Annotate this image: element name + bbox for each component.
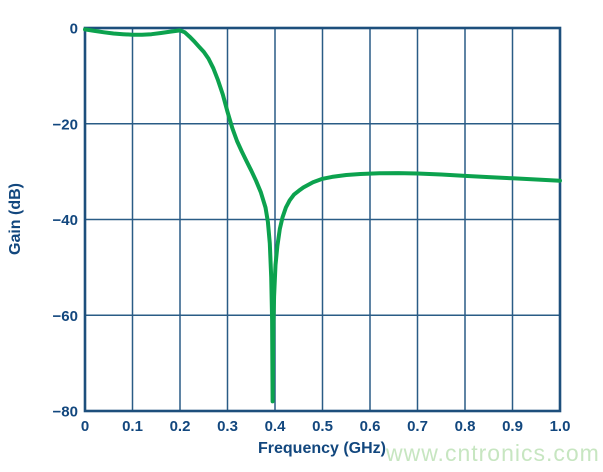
y-tick-label: −80 — [53, 404, 78, 421]
plot-border — [83, 26, 562, 413]
y-tick-label: 0 — [70, 21, 78, 38]
x-axis-title: Frequency (GHz) — [257, 440, 387, 457]
y-tick-label: −60 — [53, 308, 78, 325]
x-tick-label: 0.2 — [170, 418, 191, 435]
x-tick-label: 1.0 — [550, 418, 571, 435]
y-tick-label: −40 — [53, 212, 78, 229]
x-tick-label: 0.9 — [502, 418, 523, 435]
x-tick-label: 0 — [81, 418, 89, 435]
gain-curve — [83, 27, 562, 404]
x-tick-label: 0.1 — [122, 418, 143, 435]
y-axis-title: Gain (dB) — [7, 183, 24, 255]
x-tick-label: 0.5 — [312, 418, 333, 435]
x-tick-label: 0.8 — [455, 418, 476, 435]
y-tick-label: −20 — [53, 116, 78, 133]
x-tick-label: 0.6 — [360, 418, 381, 435]
x-tick-label: 0.7 — [407, 418, 428, 435]
x-tick-label: 0.3 — [217, 418, 238, 435]
x-tick-label: 0.4 — [265, 418, 287, 435]
watermark-text: www.cntronics.com — [386, 440, 600, 466]
